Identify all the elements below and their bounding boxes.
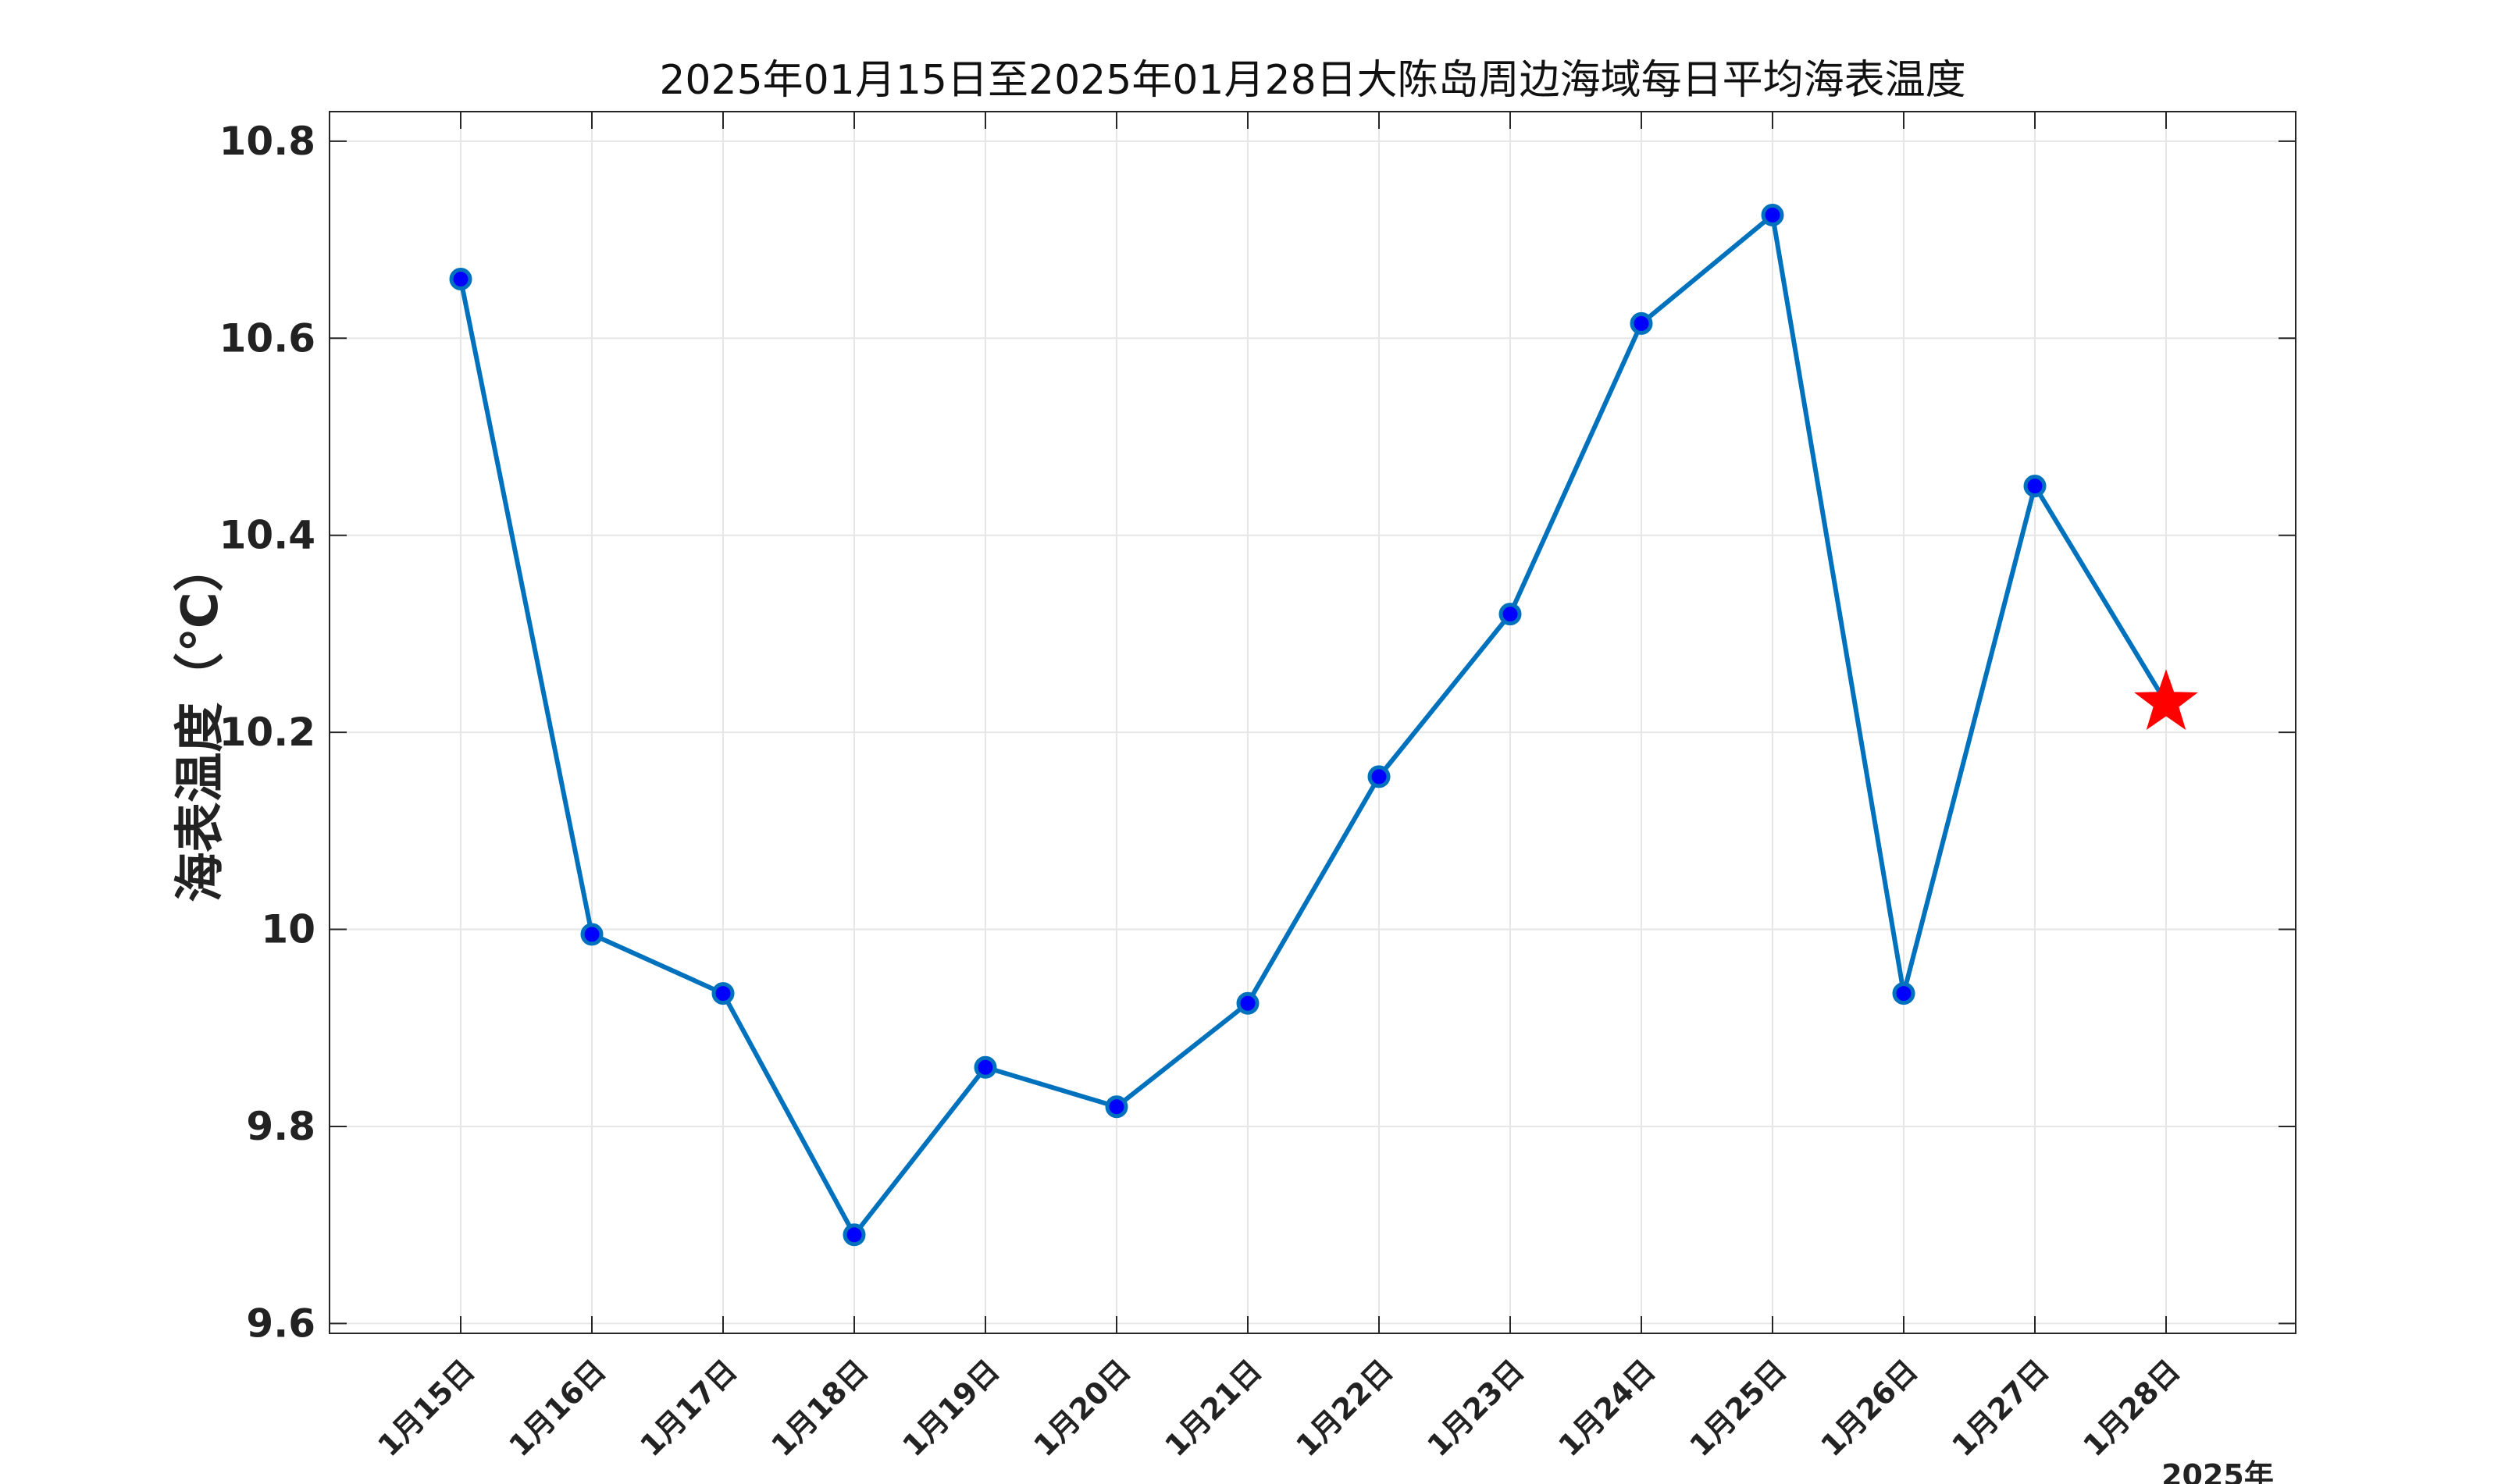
data-point-marker <box>711 982 735 1005</box>
plot-area-frame <box>329 111 2296 1334</box>
last-point-star-marker <box>2134 669 2198 731</box>
y-axis-label: 海表温度（℃） <box>172 542 230 902</box>
data-point-marker <box>1892 982 1915 1005</box>
x-axis-year-label: 2025年 <box>2161 1458 2274 1484</box>
axis-ticks <box>330 112 2296 1333</box>
series-line <box>458 212 2168 1237</box>
data-point-marker <box>1236 991 1260 1015</box>
data-point-marker <box>1498 603 1522 626</box>
data-point-marker <box>2023 475 2047 498</box>
data-point-marker <box>1630 311 1653 335</box>
data-point-marker <box>449 268 472 291</box>
data-point-marker <box>1761 204 1784 227</box>
data-point-marker <box>974 1055 997 1079</box>
data-point-marker <box>843 1223 866 1247</box>
y-tick-label: 10.6 <box>219 315 315 361</box>
series-line-group <box>449 204 2198 1247</box>
chart-title: 2025年01月15日至2025年01月28日大陈岛周边海域每日平均海表温度 <box>659 57 1965 104</box>
data-point-marker <box>1367 765 1391 788</box>
y-tick-label: 10.8 <box>219 119 315 164</box>
data-point-marker <box>1105 1095 1128 1119</box>
y-tick-label: 9.8 <box>246 1104 315 1149</box>
grid-lines <box>330 112 2296 1333</box>
y-tick-label: 10 <box>261 907 315 952</box>
y-tick-label: 10.4 <box>219 513 315 558</box>
data-point-marker <box>580 923 604 946</box>
y-tick-label: 10.2 <box>219 710 315 755</box>
y-tick-label: 9.6 <box>246 1301 315 1346</box>
